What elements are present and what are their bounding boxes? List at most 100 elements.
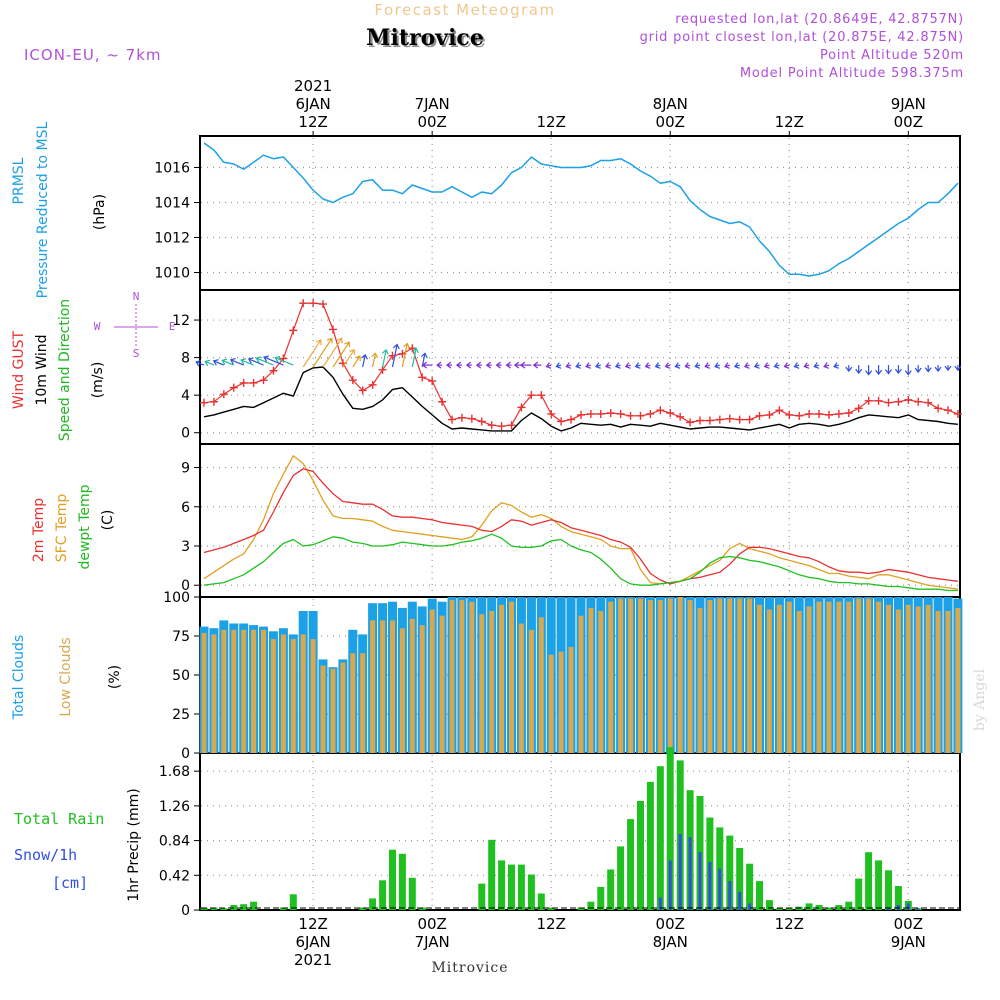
rain-bar xyxy=(418,907,426,910)
gust-point xyxy=(428,377,437,386)
low-cloud-bar xyxy=(677,597,683,753)
temp2m-line xyxy=(203,468,958,585)
low-cloud-bar xyxy=(657,600,663,753)
snow-bar xyxy=(748,903,752,910)
rain-bar xyxy=(875,860,883,910)
wind-direction-arrow xyxy=(733,362,740,369)
low-cloud-bar xyxy=(737,598,743,753)
low-cloud-bar xyxy=(251,629,257,753)
gust-point xyxy=(785,410,794,419)
precip-panel xyxy=(199,752,961,911)
low-cloud-bar xyxy=(370,620,376,753)
gust-point xyxy=(269,366,278,375)
rain-bar xyxy=(250,901,258,910)
title-shadow: Mitrovice xyxy=(368,27,486,53)
wind-direction-arrow xyxy=(855,365,863,375)
wind-direction-arrow xyxy=(865,365,873,376)
gust-point xyxy=(448,415,456,424)
low-cloud-bar xyxy=(221,629,227,753)
gust-point xyxy=(715,415,724,424)
gust-line xyxy=(203,302,959,427)
gust-label: Wind GUST xyxy=(11,330,27,409)
gust-point xyxy=(725,414,734,423)
gust-point xyxy=(944,406,952,415)
wind-direction-arrow xyxy=(455,361,462,369)
point-altitude: Point Altitude 520m xyxy=(820,48,964,63)
rain-bar xyxy=(765,900,773,910)
snow-bar xyxy=(718,868,722,910)
gust-point xyxy=(626,411,635,420)
wind-direction-arrow xyxy=(195,360,205,367)
low-cloud-bar xyxy=(201,632,207,753)
dew-label: dewpt Temp xyxy=(77,484,93,569)
snow-bar xyxy=(668,860,672,910)
low-cloud-bar xyxy=(390,620,395,753)
rain-label: Total Rain xyxy=(14,810,104,828)
y-tick-label: 1014 xyxy=(154,196,190,212)
gust-point xyxy=(219,390,228,399)
gust-point xyxy=(765,410,774,419)
gust-point xyxy=(239,378,248,387)
pressure-labels: PRMSL Pressure Reduced to MSL (hPa) xyxy=(11,121,108,298)
low-cloud-bar xyxy=(568,646,574,753)
low-cloud-bar xyxy=(340,662,346,753)
rain-bar xyxy=(547,907,555,910)
low-cloud-bar xyxy=(538,617,544,753)
title: Mitrovice xyxy=(366,25,484,51)
bottom-time-label: 6JAN xyxy=(296,933,331,951)
wind-direction-arrow xyxy=(322,337,343,368)
wind-direction-arrow xyxy=(485,361,492,369)
gust-point xyxy=(576,410,585,419)
gust-point xyxy=(656,406,665,415)
rain-bar xyxy=(389,849,396,910)
gust-point xyxy=(209,397,218,406)
gust-point xyxy=(755,411,764,420)
gust-point xyxy=(477,417,486,426)
y-tick-label: 6 xyxy=(181,500,190,516)
y-tick-label: 1.26 xyxy=(159,799,190,815)
precip-labels: Total Rain Snow/1h [cm] 1hr Precip (mm) xyxy=(14,788,142,901)
snow-bar xyxy=(708,862,712,910)
gust-point xyxy=(914,397,923,406)
wind-direction-arrow xyxy=(934,365,942,373)
low-cloud-bar xyxy=(489,611,495,753)
rain-bar xyxy=(865,852,873,910)
gust-point xyxy=(894,397,903,406)
wind-direction-arrow xyxy=(714,362,721,369)
low-cloud-bar xyxy=(816,601,822,753)
gust-point xyxy=(924,398,933,407)
rain-bar xyxy=(855,878,863,910)
gust-point xyxy=(487,421,496,430)
rain-bar xyxy=(517,864,525,910)
y-tick-label: 9 xyxy=(181,461,190,477)
gust-point xyxy=(497,422,506,431)
gust-point xyxy=(953,409,962,418)
wind-direction-arrow xyxy=(783,362,790,369)
low-cloud-bar xyxy=(886,604,891,753)
pressure-label-1: PRMSL xyxy=(11,157,27,204)
rain-bar xyxy=(736,848,744,910)
y-tick-label: 0 xyxy=(181,426,190,442)
rain-bar xyxy=(627,819,635,910)
low-cloud-bar xyxy=(509,601,514,753)
low-cloud-bar xyxy=(211,634,217,753)
gust-point xyxy=(547,409,556,418)
gust-point xyxy=(686,418,695,427)
rain-bar xyxy=(220,908,228,910)
gust-point xyxy=(666,409,675,418)
wind-direction-arrow xyxy=(914,365,922,374)
wind-direction-arrow xyxy=(944,365,952,372)
y-tick-label: 50 xyxy=(172,668,190,684)
y-tick-label: 25 xyxy=(172,707,190,723)
gust-point xyxy=(606,409,615,418)
wind-direction-arrow xyxy=(545,362,552,369)
low-cloud-bar xyxy=(280,634,286,753)
rain-bar xyxy=(289,894,297,910)
low-cloud-bar xyxy=(261,629,266,753)
snow-bar xyxy=(738,891,742,910)
low-cloud-bar xyxy=(647,600,653,753)
top-time-label: 12Z xyxy=(537,113,566,131)
wind-direction-arrow xyxy=(532,361,542,369)
low-cloud-bar xyxy=(469,601,475,753)
